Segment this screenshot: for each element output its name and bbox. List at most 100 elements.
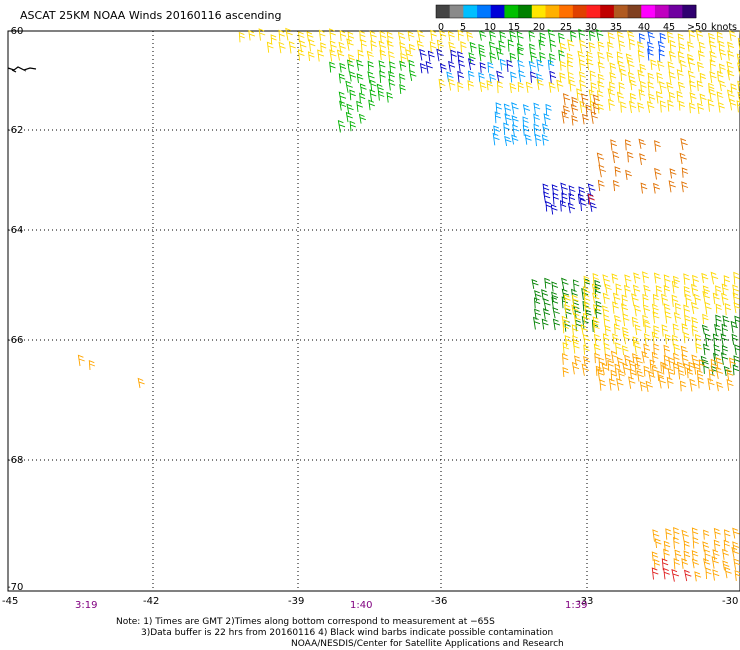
wind-barb bbox=[593, 333, 601, 346]
wind-barb bbox=[518, 69, 526, 83]
wind-barb bbox=[665, 528, 672, 540]
wind-barb bbox=[460, 41, 467, 53]
wind-barb bbox=[636, 370, 644, 382]
wind-barb bbox=[723, 365, 732, 376]
wind-barb bbox=[638, 89, 646, 101]
wind-barb bbox=[729, 357, 736, 369]
wind-barb bbox=[516, 31, 524, 45]
wind-barb bbox=[278, 29, 285, 42]
wind-barb bbox=[732, 527, 740, 539]
wind-barb bbox=[479, 30, 487, 41]
pass-time-2: 1:40 bbox=[350, 600, 372, 611]
wind-barb bbox=[511, 102, 519, 115]
legend-label: 40 bbox=[638, 22, 650, 33]
legend-label: 25 bbox=[560, 22, 572, 33]
wind-barb bbox=[657, 40, 666, 53]
wind-barb bbox=[618, 370, 625, 380]
wind-barb bbox=[369, 79, 377, 91]
wind-barb bbox=[609, 71, 617, 82]
wind-barb bbox=[425, 60, 433, 74]
wind-barb bbox=[703, 343, 710, 356]
wind-barb bbox=[625, 53, 633, 64]
wind-barb bbox=[531, 278, 539, 289]
wind-barb bbox=[347, 59, 355, 73]
wind-barb bbox=[702, 313, 709, 325]
wind-barb bbox=[516, 43, 525, 54]
wind-barb bbox=[667, 61, 675, 73]
wind-barb bbox=[633, 304, 642, 317]
lon-label-33: -33 bbox=[577, 596, 593, 607]
wind-barb bbox=[628, 359, 637, 371]
wind-barb bbox=[719, 80, 727, 92]
wind-barb bbox=[715, 303, 722, 314]
wind-barb bbox=[494, 111, 501, 124]
wind-barb bbox=[550, 204, 558, 215]
wind-barb bbox=[137, 377, 145, 389]
wind-barb bbox=[388, 78, 396, 91]
wind-barb bbox=[629, 368, 637, 380]
wind-barb bbox=[511, 134, 519, 145]
wind-barb bbox=[679, 59, 687, 73]
lat-label-68: -68 bbox=[7, 455, 23, 466]
wind-barb bbox=[677, 33, 685, 44]
wind-barb bbox=[533, 123, 540, 137]
wind-barb bbox=[669, 39, 677, 53]
wind-barb bbox=[727, 50, 735, 61]
wind-barb bbox=[631, 293, 639, 307]
wind-barb bbox=[724, 303, 732, 316]
wind-barb bbox=[585, 309, 592, 320]
wind-barb bbox=[386, 40, 394, 51]
legend-swatch bbox=[641, 5, 656, 18]
wind-barb bbox=[582, 312, 590, 324]
wind-barb bbox=[556, 79, 564, 92]
wind-barb bbox=[717, 101, 725, 113]
wind-barb bbox=[551, 184, 559, 196]
wind-barb bbox=[691, 527, 699, 539]
wind-barb bbox=[677, 81, 686, 92]
wind-barb bbox=[683, 304, 690, 318]
legend-swatch bbox=[504, 5, 519, 18]
wind-barb bbox=[590, 82, 597, 94]
wind-barb bbox=[507, 39, 515, 52]
wind-barb bbox=[701, 272, 709, 284]
wind-barb bbox=[612, 180, 620, 192]
wind-barb bbox=[457, 81, 464, 92]
wind-barb bbox=[689, 92, 697, 103]
wind-barb bbox=[506, 59, 513, 73]
wind-barb bbox=[609, 62, 617, 73]
wind-barb bbox=[563, 294, 571, 305]
wind-barb bbox=[651, 351, 659, 364]
wind-barb bbox=[504, 113, 512, 125]
legend-label: 10 bbox=[484, 22, 496, 33]
wind-barb bbox=[737, 62, 740, 73]
legend-swatch bbox=[654, 5, 670, 18]
wind-barb bbox=[708, 88, 716, 101]
wind-barb bbox=[604, 283, 612, 294]
wind-barb bbox=[680, 380, 687, 392]
legend-swatch bbox=[531, 5, 546, 18]
wind-barb bbox=[651, 303, 659, 315]
wind-barb bbox=[379, 30, 387, 44]
wind-barb bbox=[632, 336, 639, 347]
wind-barb bbox=[496, 70, 504, 84]
wind-barb bbox=[704, 333, 712, 346]
wind-barb bbox=[376, 83, 384, 94]
wind-barb bbox=[602, 292, 610, 304]
wind-barb bbox=[692, 274, 699, 287]
wind-barb bbox=[356, 73, 364, 84]
wind-barb bbox=[638, 33, 646, 44]
wind-barb bbox=[643, 343, 651, 356]
note-line-1: Note: 1) Times are GMT 2)Times along bot… bbox=[116, 617, 495, 627]
wind-barb bbox=[646, 100, 655, 113]
legend-unit: knots bbox=[711, 22, 737, 33]
wind-barb bbox=[388, 50, 395, 63]
wind-barb bbox=[733, 302, 740, 314]
wind-barb bbox=[549, 39, 557, 53]
wind-barb bbox=[671, 280, 679, 294]
wind-barb bbox=[509, 82, 517, 94]
wind-barb bbox=[592, 102, 600, 116]
wind-barb bbox=[726, 378, 734, 391]
wind-barb bbox=[607, 31, 615, 44]
lat-label-70: -70 bbox=[7, 582, 23, 593]
wind-barb bbox=[299, 40, 307, 53]
